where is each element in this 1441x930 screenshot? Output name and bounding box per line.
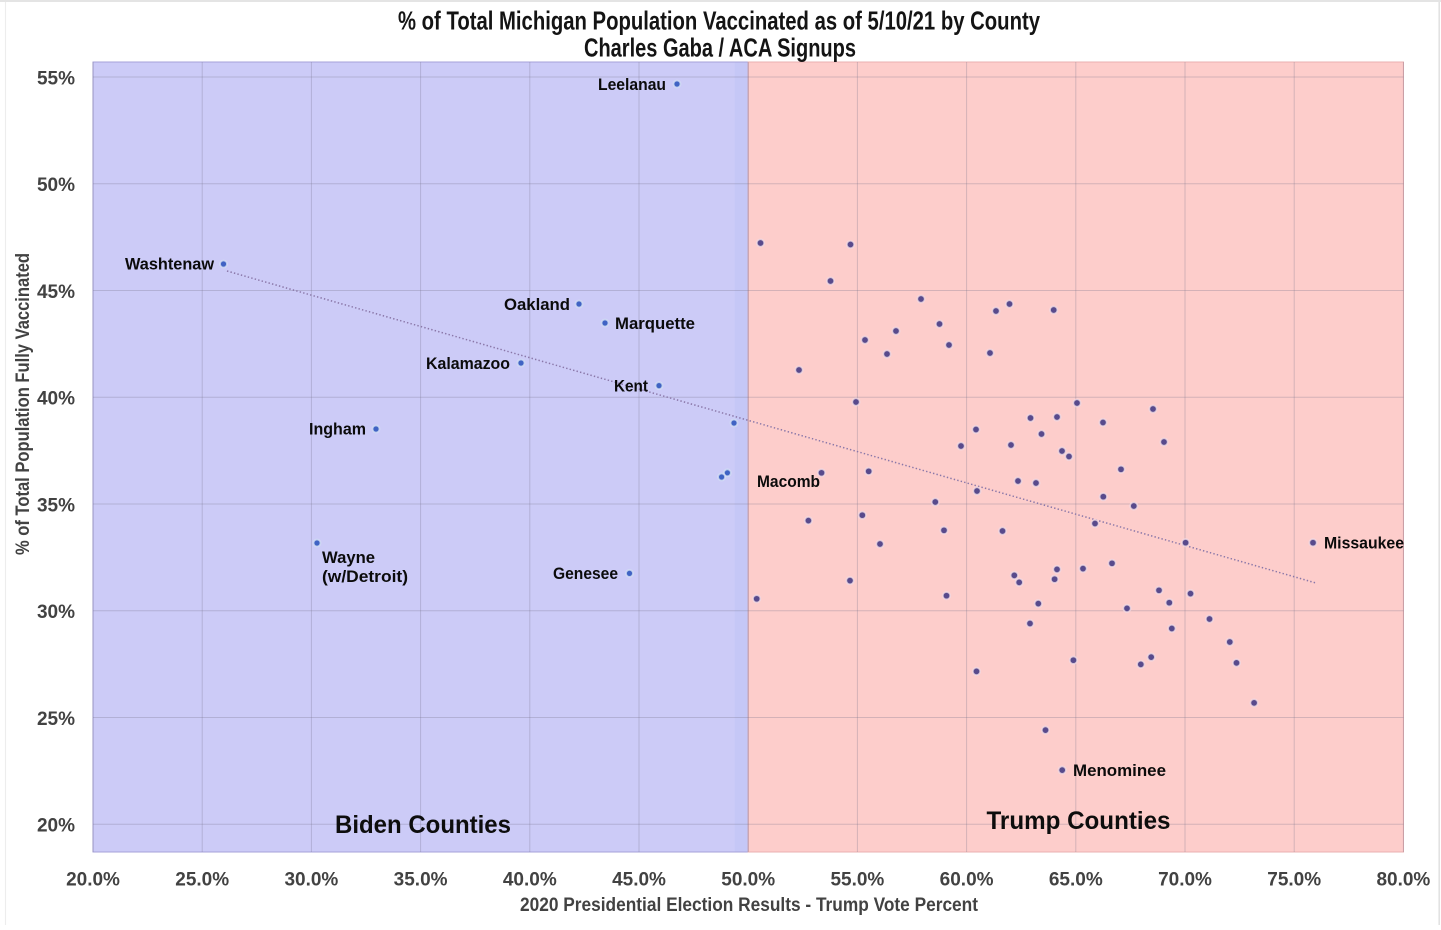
- svg-text:Oakland: Oakland: [504, 295, 570, 314]
- svg-text:55%: 55%: [37, 68, 75, 89]
- svg-text:55.0%: 55.0%: [830, 870, 884, 891]
- svg-text:35.0%: 35.0%: [394, 870, 448, 891]
- svg-text:Washtenaw: Washtenaw: [125, 255, 215, 274]
- svg-text:% of Total Population Fully Va: % of Total Population Fully Vaccinated: [13, 253, 34, 555]
- svg-text:Wayne: Wayne: [322, 548, 375, 567]
- svg-text:40%: 40%: [37, 389, 75, 410]
- svg-text:45.0%: 45.0%: [612, 870, 666, 891]
- svg-text:70.0%: 70.0%: [1158, 870, 1212, 891]
- svg-text:% of Total Michigan Population: % of Total Michigan Population Vaccinate…: [398, 6, 1040, 36]
- svg-text:45%: 45%: [37, 282, 75, 303]
- svg-text:20.0%: 20.0%: [66, 870, 120, 891]
- svg-text:20%: 20%: [37, 816, 75, 837]
- svg-text:75.0%: 75.0%: [1267, 870, 1321, 891]
- svg-text:30.0%: 30.0%: [284, 870, 338, 891]
- svg-text:50%: 50%: [37, 175, 75, 196]
- svg-text:30%: 30%: [37, 602, 75, 623]
- svg-text:Biden Counties: Biden Counties: [335, 811, 511, 839]
- svg-text:65.0%: 65.0%: [1049, 870, 1103, 891]
- svg-text:Genesee: Genesee: [553, 564, 618, 583]
- svg-text:50.0%: 50.0%: [721, 870, 775, 891]
- svg-text:2020 Presidential Election Res: 2020 Presidential Election Results - Tru…: [520, 895, 979, 916]
- svg-text:Marquette: Marquette: [615, 314, 695, 333]
- svg-text:25.0%: 25.0%: [175, 870, 229, 891]
- svg-text:Kent: Kent: [614, 377, 648, 396]
- svg-text:35%: 35%: [37, 495, 75, 516]
- svg-text:Ingham: Ingham: [309, 420, 366, 439]
- svg-text:80.0%: 80.0%: [1376, 870, 1430, 891]
- svg-text:40.0%: 40.0%: [503, 870, 557, 891]
- svg-text:25%: 25%: [37, 709, 75, 730]
- svg-text:Charles Gaba / ACA Signups: Charles Gaba / ACA Signups: [584, 33, 856, 63]
- svg-text:Menominee: Menominee: [1073, 761, 1166, 780]
- svg-text:Kalamazoo: Kalamazoo: [426, 354, 510, 373]
- svg-text:Macomb: Macomb: [757, 472, 820, 491]
- svg-text:Trump Counties: Trump Counties: [987, 807, 1171, 835]
- svg-text:(w/Detroit): (w/Detroit): [322, 567, 408, 586]
- svg-text:Leelanau: Leelanau: [598, 75, 666, 94]
- svg-text:Missaukee: Missaukee: [1324, 534, 1404, 553]
- svg-text:60.0%: 60.0%: [940, 870, 994, 891]
